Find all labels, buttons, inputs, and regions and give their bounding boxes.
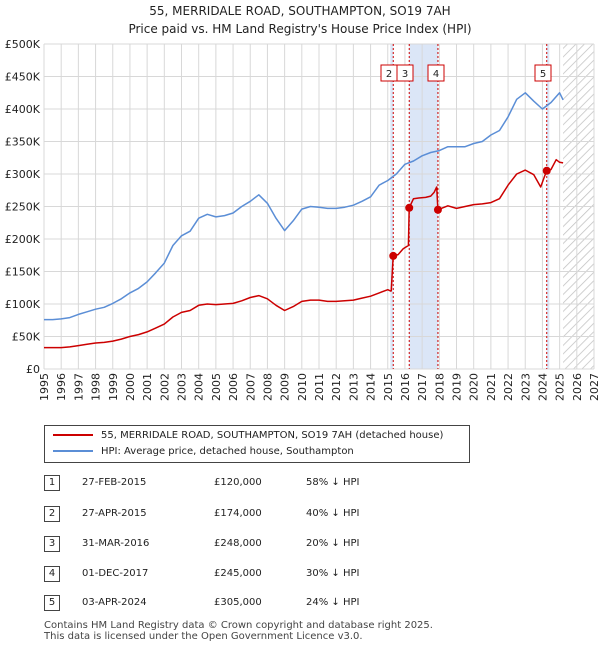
footer-copyright: Contains HM Land Registry data © Crown c… xyxy=(44,620,433,631)
legend: 55, MERRIDALE ROAD, SOUTHAMPTON, SO19 7A… xyxy=(44,425,470,463)
transaction-date: 01-DEC-2017 xyxy=(82,568,149,579)
transaction-date: 31-MAR-2016 xyxy=(82,538,150,549)
series-lines xyxy=(44,92,564,349)
x-tick-label: 2017 xyxy=(416,373,429,401)
legend-swatch-hpi xyxy=(53,450,93,452)
x-tick-label: 2012 xyxy=(330,373,343,401)
x-tick-label: 2010 xyxy=(296,373,309,401)
x-tick-label: 2007 xyxy=(244,373,257,401)
x-tick-label: 2001 xyxy=(141,373,154,401)
x-tick-label: 1995 xyxy=(38,373,51,401)
transaction-hpi-diff: 40% ↓ HPI xyxy=(306,508,360,519)
x-tick-label: 2026 xyxy=(571,373,584,401)
transaction-number: 1 xyxy=(44,475,60,491)
x-tick-label: 2004 xyxy=(193,373,206,401)
transaction-price: £120,000 xyxy=(214,477,262,488)
y-tick-label: £100K xyxy=(5,298,41,311)
chart-title-block: 55, MERRIDALE ROAD, SOUTHAMPTON, SO19 7A… xyxy=(0,2,600,38)
sale-label-box xyxy=(396,64,414,82)
transaction-date: 27-APR-2015 xyxy=(82,508,147,519)
chart-subtitle: Price paid vs. HM Land Registry's House … xyxy=(128,22,472,36)
transaction-number: 2 xyxy=(44,506,60,522)
x-tick-label: 2015 xyxy=(382,373,395,401)
x-tick-label: 2003 xyxy=(176,373,189,401)
y-tick-label: £200K xyxy=(5,233,41,246)
sale-markers xyxy=(389,166,551,260)
x-tick-label: 2009 xyxy=(279,373,292,401)
x-tick-label: 2013 xyxy=(347,373,360,401)
legend-item-hpi: HPI: Average price, detached house, Sout… xyxy=(53,445,354,459)
x-tick-label: 2022 xyxy=(502,373,515,401)
transaction-date: 27-FEB-2015 xyxy=(82,477,147,488)
transaction-hpi-diff: 20% ↓ HPI xyxy=(306,538,360,549)
sale-label-text: 2 xyxy=(386,69,392,80)
chart-title: 55, MERRIDALE ROAD, SOUTHAMPTON, SO19 7A… xyxy=(149,4,451,18)
x-tick-label: 2005 xyxy=(210,373,223,401)
y-tick-label: £500K xyxy=(5,38,41,51)
sale-label-box xyxy=(427,64,445,82)
x-tick-label: 1996 xyxy=(55,373,68,401)
sale-label-text: 3 xyxy=(402,69,408,80)
x-tick-label: 1998 xyxy=(90,373,103,401)
x-tick-label: 2002 xyxy=(158,373,171,401)
y-tick-label: £350K xyxy=(5,136,41,149)
grid xyxy=(43,43,595,370)
sale-label-text: 4 xyxy=(433,69,439,80)
x-tick-label: 2027 xyxy=(588,373,600,401)
y-tick-label: £300K xyxy=(5,168,41,181)
transaction-date: 03-APR-2024 xyxy=(82,597,147,608)
x-tick-label: 2008 xyxy=(261,373,274,401)
transaction-number: 4 xyxy=(44,566,60,582)
x-tick-label: 2016 xyxy=(399,373,412,401)
transaction-price: £174,000 xyxy=(214,508,262,519)
x-tick-label: 2014 xyxy=(365,373,378,401)
x-tick-label: 2020 xyxy=(468,373,481,401)
x-tick-label: 2025 xyxy=(554,373,567,401)
x-tick-label: 2006 xyxy=(227,373,240,401)
y-tick-label: £0 xyxy=(26,363,40,376)
transaction-hpi-diff: 58% ↓ HPI xyxy=(306,477,360,488)
transaction-number: 5 xyxy=(44,595,60,611)
transaction-hpi-diff: 24% ↓ HPI xyxy=(306,597,360,608)
legend-label-property: 55, MERRIDALE ROAD, SOUTHAMPTON, SO19 7A… xyxy=(101,430,444,441)
x-tick-label: 1997 xyxy=(72,373,85,401)
x-tick-label: 2024 xyxy=(536,373,549,401)
y-tick-label: £450K xyxy=(5,71,41,84)
sale-label-box xyxy=(534,64,552,82)
transaction-hpi-diff: 30% ↓ HPI xyxy=(306,568,360,579)
x-tick-label: 2011 xyxy=(313,373,326,401)
legend-label-hpi: HPI: Average price, detached house, Sout… xyxy=(101,446,354,457)
transaction-price: £245,000 xyxy=(214,568,262,579)
sale-marker xyxy=(433,205,442,214)
x-tick-label: 2000 xyxy=(124,373,137,401)
transaction-number: 3 xyxy=(44,536,60,552)
x-tick-label: 2019 xyxy=(451,373,464,401)
transaction-price: £305,000 xyxy=(214,597,262,608)
legend-swatch-property xyxy=(53,434,93,436)
hpi-series-line xyxy=(44,92,564,321)
sale-label-text: 5 xyxy=(540,69,546,80)
footer-license: This data is licensed under the Open Gov… xyxy=(44,631,363,642)
property-series-line xyxy=(44,158,564,349)
y-tick-label: £150K xyxy=(5,266,41,279)
sale-marker xyxy=(389,251,398,260)
x-tick-label: 2021 xyxy=(485,373,498,401)
x-tick-label: 2018 xyxy=(433,373,446,401)
y-tick-label: £250K xyxy=(5,201,41,214)
y-tick-label: £400K xyxy=(5,103,41,116)
sale-marker xyxy=(542,166,551,175)
x-tick-label: 2023 xyxy=(519,373,532,401)
axes: £0 £50K £100K £150K £200K £250K £300K £350K £400… xyxy=(5,38,600,401)
sale-marker xyxy=(405,203,414,212)
transaction-price: £248,000 xyxy=(214,538,262,549)
y-tick-label: £50K xyxy=(12,331,41,344)
legend-item-property: 55, MERRIDALE ROAD, SOUTHAMPTON, SO19 7A… xyxy=(53,429,443,443)
footer: Contains HM Land Registry data © Crown c… xyxy=(44,620,433,642)
x-tick-label: 1999 xyxy=(107,373,120,401)
